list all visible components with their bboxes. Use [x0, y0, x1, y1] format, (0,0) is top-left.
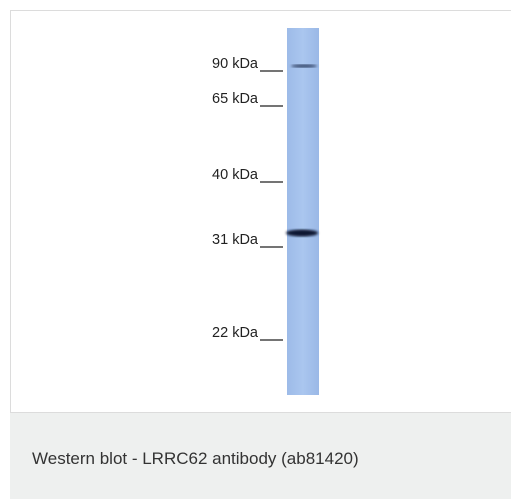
- caption-area: Western blot - LRRC62 antibody (ab81420): [10, 412, 511, 499]
- band-strong: [286, 229, 318, 237]
- figure-frame: [10, 10, 511, 499]
- caption: Western blot - LRRC62 antibody (ab81420): [32, 449, 359, 468]
- marker-group: 90 kDa 65 kDa 40 kDa 31 kDa 22 kDa: [212, 56, 283, 341]
- lane: [287, 28, 319, 395]
- band-faint: [291, 64, 317, 68]
- marker-label: 65 kDa: [212, 91, 259, 107]
- marker-label: 22 kDa: [212, 325, 259, 341]
- marker-label: 90 kDa: [212, 56, 259, 72]
- marker-label: 31 kDa: [212, 232, 259, 248]
- marker-label: 40 kDa: [212, 167, 259, 183]
- blot-image: 90 kDa 65 kDa 40 kDa 31 kDa 22 kDa: [212, 28, 319, 395]
